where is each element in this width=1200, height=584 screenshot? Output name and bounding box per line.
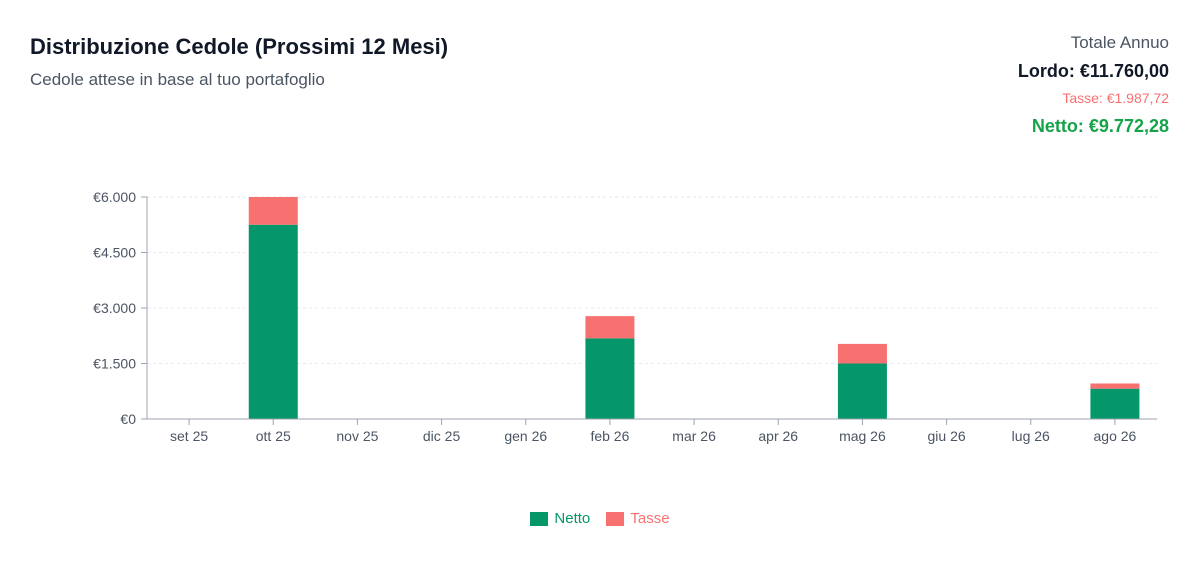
annual-summary: Totale Annuo Lordo: €11.760,00 Tasse: €1… <box>1018 33 1169 137</box>
bar-tasse-feb-26[interactable] <box>585 316 635 339</box>
x-tick-label: apr 26 <box>758 428 798 444</box>
y-tick-label: €1.500 <box>93 356 136 372</box>
bar-netto-ott-25[interactable] <box>248 224 298 419</box>
bar-netto-mag-26[interactable] <box>837 363 887 420</box>
x-tick-label: lug 26 <box>1012 428 1050 444</box>
legend-item-netto[interactable]: Netto <box>530 510 590 527</box>
bar-netto-feb-26[interactable] <box>585 338 635 419</box>
bar-netto-ago-26[interactable] <box>1090 388 1140 419</box>
net-total: Netto: €9.772,28 <box>1031 116 1169 136</box>
x-tick-label: mag 26 <box>839 428 886 444</box>
x-tick-label: ago 26 <box>1094 428 1137 444</box>
y-tick-label: €3.000 <box>93 300 136 316</box>
tax-total: Tasse: €1.987,72 <box>1062 90 1169 106</box>
bar-tasse-ago-26[interactable] <box>1090 383 1140 389</box>
chart-subtitle: Cedole attese in base al tuo portafoglio <box>30 70 325 89</box>
y-tick-label: €4.500 <box>93 245 136 261</box>
x-tick-label: dic 25 <box>423 428 461 444</box>
legend-label-tasse: Tasse <box>630 510 670 527</box>
gross-total: Lordo: €11.760,00 <box>1017 61 1169 81</box>
y-tick-label: €6.000 <box>93 189 136 205</box>
x-tick-label: nov 25 <box>336 428 378 444</box>
legend-label-netto: Netto <box>554 510 591 527</box>
bar-tasse-ott-25[interactable] <box>248 197 298 225</box>
x-tick-label: giu 26 <box>928 428 966 444</box>
x-tick-label: mar 26 <box>672 428 716 444</box>
grid-layer <box>147 196 1157 364</box>
legend-swatch-netto <box>530 511 549 526</box>
x-tick-label: ott 25 <box>256 428 291 444</box>
annual-total-label: Totale Annuo <box>1070 33 1169 52</box>
axes-layer: €0 €1.500 €3.000 €4.500 €6.000 set 25 ott 25 no… <box>93 189 1157 444</box>
bar-tasse-mag-26[interactable] <box>837 343 887 364</box>
x-tick-label: set 25 <box>170 428 208 444</box>
bars-layer <box>248 197 1140 420</box>
x-tick-label: gen 26 <box>504 428 547 444</box>
chart-legend: Netto Tasse <box>0 510 1200 530</box>
y-tick-label: €0 <box>120 411 136 427</box>
legend-swatch-tasse <box>606 511 625 526</box>
legend-item-tasse[interactable]: Tasse <box>606 510 670 527</box>
x-tick-label: feb 26 <box>590 428 629 444</box>
chart-title: Distribuzione Cedole (Prossimi 12 Mesi) <box>30 34 449 59</box>
